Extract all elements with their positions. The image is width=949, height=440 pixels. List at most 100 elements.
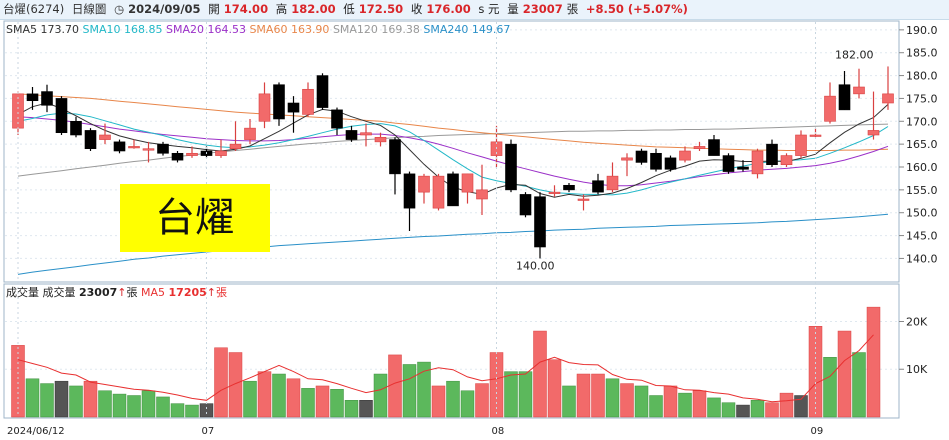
volume-value: 23007 xyxy=(522,2,563,16)
volume-bar xyxy=(605,378,620,418)
candle xyxy=(70,116,82,138)
x-tick-label: 2024/06/12 xyxy=(7,426,65,437)
sma240-legend: SMA240 149.67 xyxy=(423,23,510,36)
close-value: 176.00 xyxy=(426,2,471,16)
sma5-legend: SMA5 173.70 xyxy=(6,23,82,36)
volume-bar xyxy=(562,385,576,418)
candle xyxy=(389,137,401,195)
volume-legend-label: 成交量 xyxy=(43,285,80,299)
y-tick-label: 185.0 xyxy=(906,47,938,60)
candle xyxy=(113,139,126,154)
candle xyxy=(882,66,894,110)
candle xyxy=(345,125,358,142)
y-tick-label: 180.0 xyxy=(906,70,938,83)
volume-bar xyxy=(779,392,794,418)
vol_ma5-legend-label: MA5 xyxy=(141,286,169,299)
candle xyxy=(99,123,111,145)
sma120-line xyxy=(17,123,889,177)
candle xyxy=(606,162,619,193)
volume-bar xyxy=(663,385,678,418)
candle xyxy=(418,173,430,204)
price-annotation: 182.00 xyxy=(835,48,874,61)
candle xyxy=(215,139,227,158)
volume-bar xyxy=(170,403,185,418)
volume-bar xyxy=(547,359,562,418)
candle xyxy=(461,173,474,204)
volume-bar xyxy=(301,388,315,418)
volume-bar xyxy=(504,371,518,418)
up-arrow-icon: ↑ xyxy=(117,286,126,299)
volume-bar xyxy=(446,380,460,418)
volume-ma5-line xyxy=(17,334,874,403)
candle xyxy=(244,119,256,145)
candle xyxy=(795,130,807,158)
high-label: 高 xyxy=(275,2,288,16)
volume-bar xyxy=(156,396,170,418)
volume-bar xyxy=(417,361,431,418)
sma-legend: SMA5 173.70 SMA10 168.85 SMA20 164.53 SM… xyxy=(6,23,510,36)
y-tick-label: 150.0 xyxy=(906,207,938,220)
candle xyxy=(432,173,445,211)
volume-bar xyxy=(852,352,866,418)
y-tick-label: 140.0 xyxy=(906,252,938,265)
low-value: 172.50 xyxy=(358,2,404,16)
candle xyxy=(229,121,242,151)
clock-icon: ◷ xyxy=(114,2,125,16)
volume-bar xyxy=(576,373,591,418)
volume-bar xyxy=(431,385,446,418)
candle xyxy=(708,135,720,156)
volume-bar xyxy=(286,378,301,418)
volume-tick-label: 20K xyxy=(906,315,928,328)
candle xyxy=(548,185,561,197)
candle xyxy=(563,183,575,193)
candle xyxy=(838,71,851,111)
candle xyxy=(128,139,140,149)
candle xyxy=(331,107,343,135)
x-tick-label: 07 xyxy=(202,426,215,437)
volume-bar xyxy=(866,306,881,418)
candle xyxy=(679,146,691,163)
y-tick-label: 175.0 xyxy=(906,92,938,105)
candle xyxy=(635,148,648,165)
candle xyxy=(577,194,590,211)
volume-bar xyxy=(591,373,605,418)
up-arrow-icon: ↑ xyxy=(207,286,216,299)
volume-bar xyxy=(344,400,359,418)
candle xyxy=(273,82,285,126)
low-label: 低 xyxy=(343,2,355,16)
y-tick-label: 145.0 xyxy=(906,230,938,243)
volume-bar xyxy=(243,380,257,418)
volume-tick-label: 10K xyxy=(906,363,928,376)
volume-bar xyxy=(649,395,663,418)
volume-bar xyxy=(460,390,475,418)
volume-bar xyxy=(11,345,25,418)
period-label: 日線圖 xyxy=(71,2,107,16)
candle xyxy=(534,192,546,259)
candle xyxy=(287,96,300,133)
x-tick-label: 08 xyxy=(492,426,505,437)
volume-bar xyxy=(25,378,40,418)
sma60-line xyxy=(17,93,889,151)
volume-bar xyxy=(315,385,330,418)
candle xyxy=(664,155,677,172)
volume-bar xyxy=(707,397,721,418)
candle xyxy=(447,171,459,207)
x-tick-label: 09 xyxy=(811,426,824,437)
candle xyxy=(360,123,372,147)
volume-bar xyxy=(692,390,707,418)
volume-bar xyxy=(54,380,69,418)
sma60-legend: SMA60 163.90 xyxy=(249,23,332,36)
candle xyxy=(258,82,271,129)
candle xyxy=(737,160,749,172)
candle xyxy=(403,171,416,231)
candle xyxy=(693,141,706,151)
volume-bar xyxy=(533,330,547,418)
candle xyxy=(171,151,184,163)
candle xyxy=(142,141,155,163)
candle xyxy=(41,84,53,113)
y-tick-label: 190.0 xyxy=(906,24,938,37)
volume-unit: 張 xyxy=(566,2,579,16)
open-value: 174.00 xyxy=(223,2,269,16)
volume-bar xyxy=(185,404,199,418)
stock-name: 台燿(6274) xyxy=(3,2,65,16)
